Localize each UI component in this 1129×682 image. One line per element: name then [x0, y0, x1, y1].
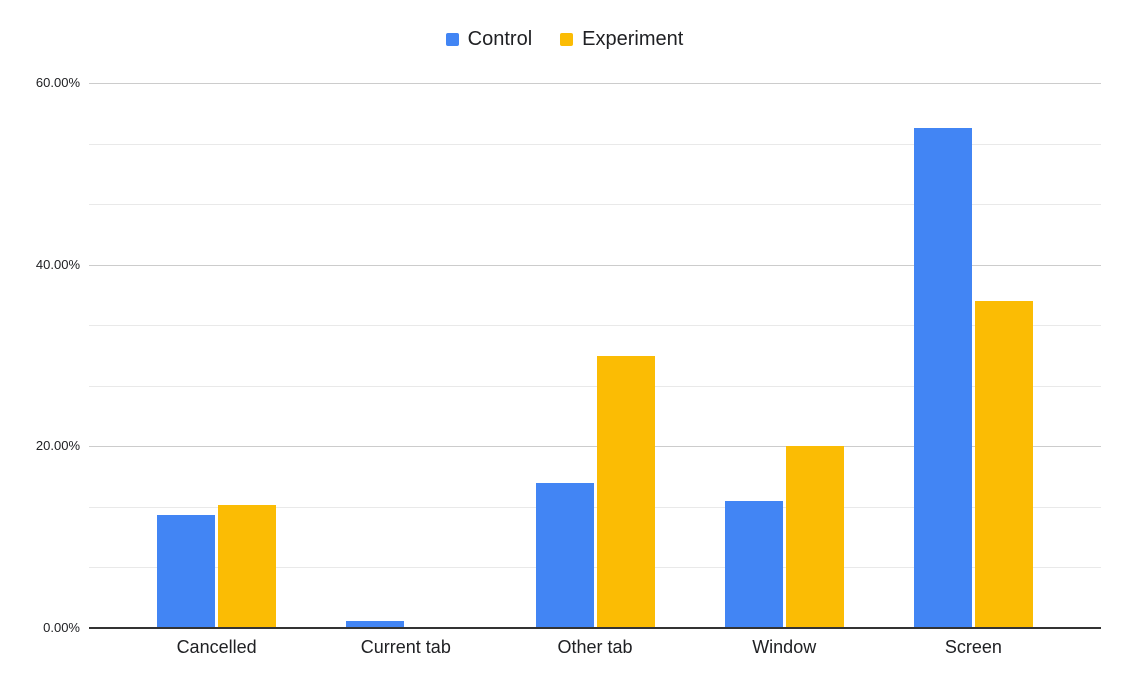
x-category-label: Window: [752, 637, 817, 657]
major-gridline: [89, 83, 1101, 84]
bar-control-window[interactable]: [724, 500, 783, 628]
y-tick-label: 60.00%: [35, 75, 80, 90]
bar-control-screen[interactable]: [913, 128, 972, 628]
legend-label-experiment: Experiment: [582, 28, 684, 50]
y-axis-labels: 0.00% 20.00% 40.00% 60.00%: [0, 0, 80, 682]
bar-control-other-tab[interactable]: [535, 482, 594, 628]
minor-gridline: [89, 204, 1101, 206]
minor-gridline: [89, 143, 1101, 145]
major-gridline: [89, 446, 1101, 448]
bar-group-screen: [879, 83, 1068, 628]
y-tick-label: 40.00%: [35, 256, 80, 272]
minor-gridline: [89, 385, 1101, 387]
bar-group-current-tab: [311, 83, 500, 628]
x-category-label: Screen: [944, 637, 1002, 657]
control-series-swatch-icon: [445, 32, 459, 46]
x-category-label: Current tab: [360, 637, 451, 657]
legend-item-experiment[interactable]: Experiment: [560, 29, 683, 49]
legend-label-control: Control: [467, 28, 533, 50]
x-category-label: Cancelled: [176, 637, 257, 657]
x-category-label: Other tab: [557, 637, 633, 657]
experiment-series-swatch-icon: [560, 32, 574, 46]
bar-experiment-screen[interactable]: [974, 301, 1033, 628]
bar-control-cancelled[interactable]: [157, 515, 216, 628]
y-tick-label: 20.00%: [35, 438, 80, 454]
legend-item-control[interactable]: Control: [445, 28, 533, 50]
bar-experiment-other-tab[interactable]: [596, 355, 655, 628]
bar-group-other-tab: [500, 83, 689, 628]
plot-area: [89, 83, 1101, 629]
minor-gridline: [89, 567, 1101, 569]
bar-group-window: [690, 83, 879, 628]
x-axis-line: [89, 627, 1101, 629]
bar-experiment-window[interactable]: [785, 446, 844, 628]
minor-gridline: [89, 325, 1101, 327]
bar-control-current-tab[interactable]: [346, 620, 405, 628]
major-gridline: [89, 264, 1101, 266]
x-axis-labels: Cancelled Current tab Other tab Window Scree…: [89, 637, 1101, 658]
chart-legend: Control Experiment: [0, 24, 1129, 54]
bars-row: [89, 83, 1101, 628]
bar-group-cancelled: [122, 83, 311, 628]
minor-gridline: [89, 506, 1101, 508]
bar-experiment-cancelled[interactable]: [218, 505, 277, 628]
y-tick-label: 0.00%: [43, 620, 80, 635]
